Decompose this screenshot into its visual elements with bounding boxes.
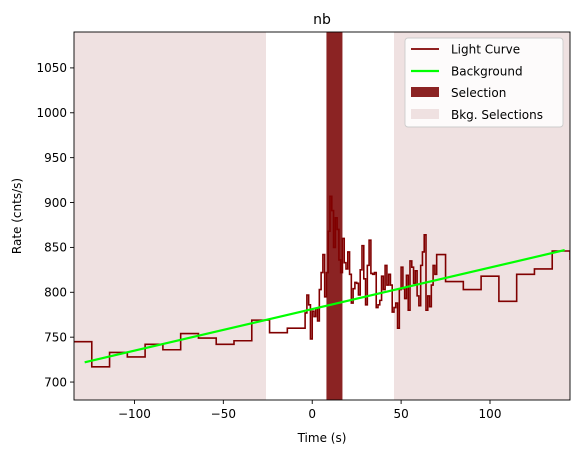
- y-axis-ticks: 700 750 800 850 900 950 1000 1050: [36, 61, 74, 389]
- x-tick-label: −50: [211, 407, 236, 421]
- y-tick-label: 850: [44, 241, 67, 255]
- legend-label-selection: Selection: [451, 86, 506, 100]
- selection-region: [326, 32, 343, 400]
- x-axis-ticks: −100 −50 0 50 100: [118, 400, 501, 421]
- legend-label-background: Background: [451, 65, 523, 79]
- chart-title: nb: [313, 12, 331, 28]
- y-tick-label: 950: [44, 151, 67, 165]
- x-axis-label: Time (s): [297, 431, 347, 445]
- plot-frame: [73, 31, 571, 401]
- legend-frame: [404, 37, 564, 128]
- x-tick-label: 50: [393, 407, 408, 421]
- legend-label-bkg-selections: Bkg. Selections: [451, 108, 543, 122]
- y-tick-label: 1000: [36, 106, 67, 120]
- bkg-selection-band: [74, 32, 266, 400]
- x-tick-label: 0: [308, 407, 316, 421]
- legend-label-light-curve: Light Curve: [451, 43, 520, 57]
- background-fit-line: [84, 249, 565, 364]
- y-tick-label: 900: [44, 196, 67, 210]
- y-tick-label: 800: [44, 286, 67, 300]
- legend: Light Curve Background Selection Bkg. Se…: [404, 37, 564, 128]
- y-axis-label: Rate (cnts/s): [10, 178, 24, 254]
- y-tick-label: 700: [44, 375, 67, 389]
- legend-swatch-bkg-selections: [411, 109, 439, 119]
- x-tick-label: −100: [118, 407, 151, 421]
- y-tick-label: 1050: [36, 61, 67, 75]
- light-curve-line: [74, 195, 570, 368]
- x-tick-label: 100: [479, 407, 502, 421]
- legend-swatch-selection: [411, 87, 439, 97]
- y-tick-label: 750: [44, 330, 67, 344]
